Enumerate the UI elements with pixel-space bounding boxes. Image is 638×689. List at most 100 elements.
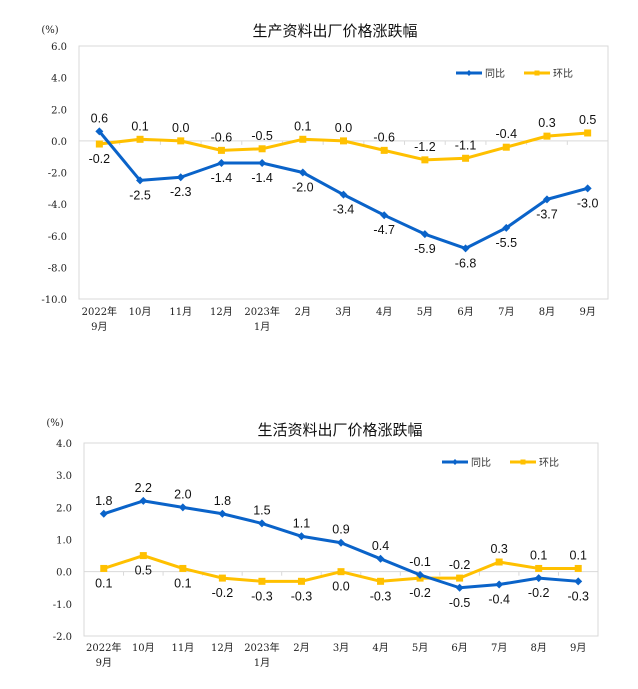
data-label-环比: -0.3 — [291, 589, 313, 603]
legend-marker — [452, 459, 458, 465]
data-label-同比: -3.0 — [577, 196, 599, 210]
plot-area — [78, 45, 609, 300]
data-label-同比: -2.0 — [292, 181, 314, 195]
data-point-环比 — [297, 577, 305, 585]
y-axis-unit: (%) — [46, 418, 63, 429]
data-point-环比 — [139, 552, 147, 560]
data-point-环比 — [462, 154, 470, 162]
x-tick-label: 12月 — [211, 642, 234, 654]
data-point-环比 — [299, 135, 307, 143]
data-point-同比 — [583, 184, 592, 193]
data-point-环比 — [584, 129, 592, 137]
data-label-同比: -1.4 — [211, 171, 233, 185]
chart-2: 生活资料出厂价格涨跌幅 (%) 4.0 3.0 2.0 1.0 0.0 -1.0 -2.0 202… — [46, 418, 599, 669]
data-point-环比 — [340, 137, 347, 145]
data-label-环比: -1.1 — [455, 138, 477, 152]
x-tick-label: 5月 — [412, 642, 428, 654]
legend-label: 环比 — [553, 68, 573, 80]
legend-item: 同比 — [456, 68, 505, 80]
x-tick-label: 11月 — [171, 642, 194, 654]
data-label-同比: -3.7 — [536, 207, 558, 221]
data-point-环比 — [502, 143, 510, 151]
data-point-环比 — [217, 146, 225, 154]
data-point-环比 — [218, 574, 226, 582]
data-point-环比 — [456, 574, 464, 582]
data-point-同比 — [495, 580, 504, 589]
data-label-同比: -0.1 — [409, 555, 431, 569]
x-tick-label: 4月 — [376, 306, 392, 318]
y-tick-label: 4.0 — [51, 74, 67, 85]
x-tick-label: 2023年 — [244, 305, 279, 318]
y-tick-label: -4.0 — [48, 200, 67, 211]
y-tick-label: 2.0 — [51, 105, 67, 116]
data-label-同比: 1.5 — [253, 503, 270, 517]
plot-area — [83, 442, 599, 637]
data-label-环比: 0.3 — [538, 116, 555, 130]
y-tick-label: -2.0 — [53, 632, 72, 643]
x-tick-label: 7月 — [498, 306, 514, 318]
data-label-同比: -5.9 — [414, 242, 436, 256]
data-point-同比 — [534, 574, 543, 583]
x-tick-label: 1月 — [254, 657, 270, 669]
y-tick-label: 4.0 — [56, 439, 72, 450]
data-label-环比: 0.1 — [294, 119, 311, 133]
data-label-环比: 0.1 — [570, 548, 587, 562]
data-point-同比 — [297, 532, 306, 541]
x-tick-label: 9月 — [91, 321, 107, 333]
legend-marker — [520, 459, 526, 465]
x-tick-label: 11月 — [169, 306, 192, 318]
data-label-环比: -0.2 — [409, 586, 431, 600]
x-tick-label: 8月 — [539, 306, 555, 318]
data-label-同比: -2.3 — [170, 185, 192, 199]
data-point-同比 — [380, 211, 389, 220]
data-point-环比 — [179, 564, 187, 572]
data-point-环比 — [380, 146, 388, 154]
data-point-环比 — [100, 564, 108, 572]
x-tick-label: 9月 — [96, 657, 112, 669]
data-point-同比 — [339, 190, 348, 199]
legend-label: 同比 — [485, 68, 505, 80]
data-label-同比: 2.0 — [174, 487, 191, 501]
data-label-环比: -0.6 — [211, 130, 233, 144]
data-point-同比 — [455, 583, 464, 592]
data-point-同比 — [502, 223, 511, 232]
x-tick-label: 3月 — [333, 642, 349, 654]
data-point-环比 — [258, 577, 266, 585]
data-point-环比 — [377, 577, 385, 585]
data-label-环比: 0.1 — [174, 576, 191, 590]
data-point-同比 — [176, 173, 185, 182]
data-label-同比: 1.8 — [95, 494, 112, 508]
data-label-环比: 0.1 — [95, 576, 112, 590]
data-point-同比 — [217, 159, 226, 168]
data-label-环比: -0.2 — [89, 152, 111, 166]
data-label-环比: 0.5 — [135, 564, 152, 578]
y-tick-label: 3.0 — [56, 471, 72, 482]
y-tick-label: 1.0 — [56, 536, 72, 547]
legend-item: 环比 — [524, 68, 573, 80]
data-point-环比 — [421, 156, 429, 164]
x-tick-label: 12月 — [210, 306, 233, 318]
data-label-环比: 0.0 — [172, 121, 189, 135]
data-point-环比 — [177, 137, 185, 145]
data-label-环比: -0.3 — [370, 589, 392, 603]
data-point-同比 — [574, 577, 583, 586]
data-label-环比: -0.4 — [495, 127, 517, 141]
data-label-同比: -2.5 — [129, 188, 151, 202]
x-tick-label: 3月 — [335, 306, 351, 318]
data-point-环比 — [95, 140, 103, 148]
data-label-环比: 0.1 — [131, 119, 148, 133]
data-point-同比 — [298, 168, 307, 177]
data-label-同比: -6.8 — [455, 256, 477, 270]
legend-marker — [466, 70, 472, 76]
data-point-同比 — [258, 159, 267, 168]
x-tick-label: 10月 — [129, 306, 152, 318]
legend-item: 环比 — [510, 457, 559, 469]
data-label-环比: 0.1 — [530, 548, 547, 562]
x-tick-label: 2月 — [293, 642, 309, 654]
data-point-同比 — [95, 127, 104, 136]
data-point-同比 — [542, 195, 551, 204]
data-point-环比 — [535, 564, 543, 572]
data-label-同比: 0.9 — [332, 523, 349, 537]
data-point-环比 — [136, 135, 144, 143]
data-point-同比 — [178, 503, 187, 512]
